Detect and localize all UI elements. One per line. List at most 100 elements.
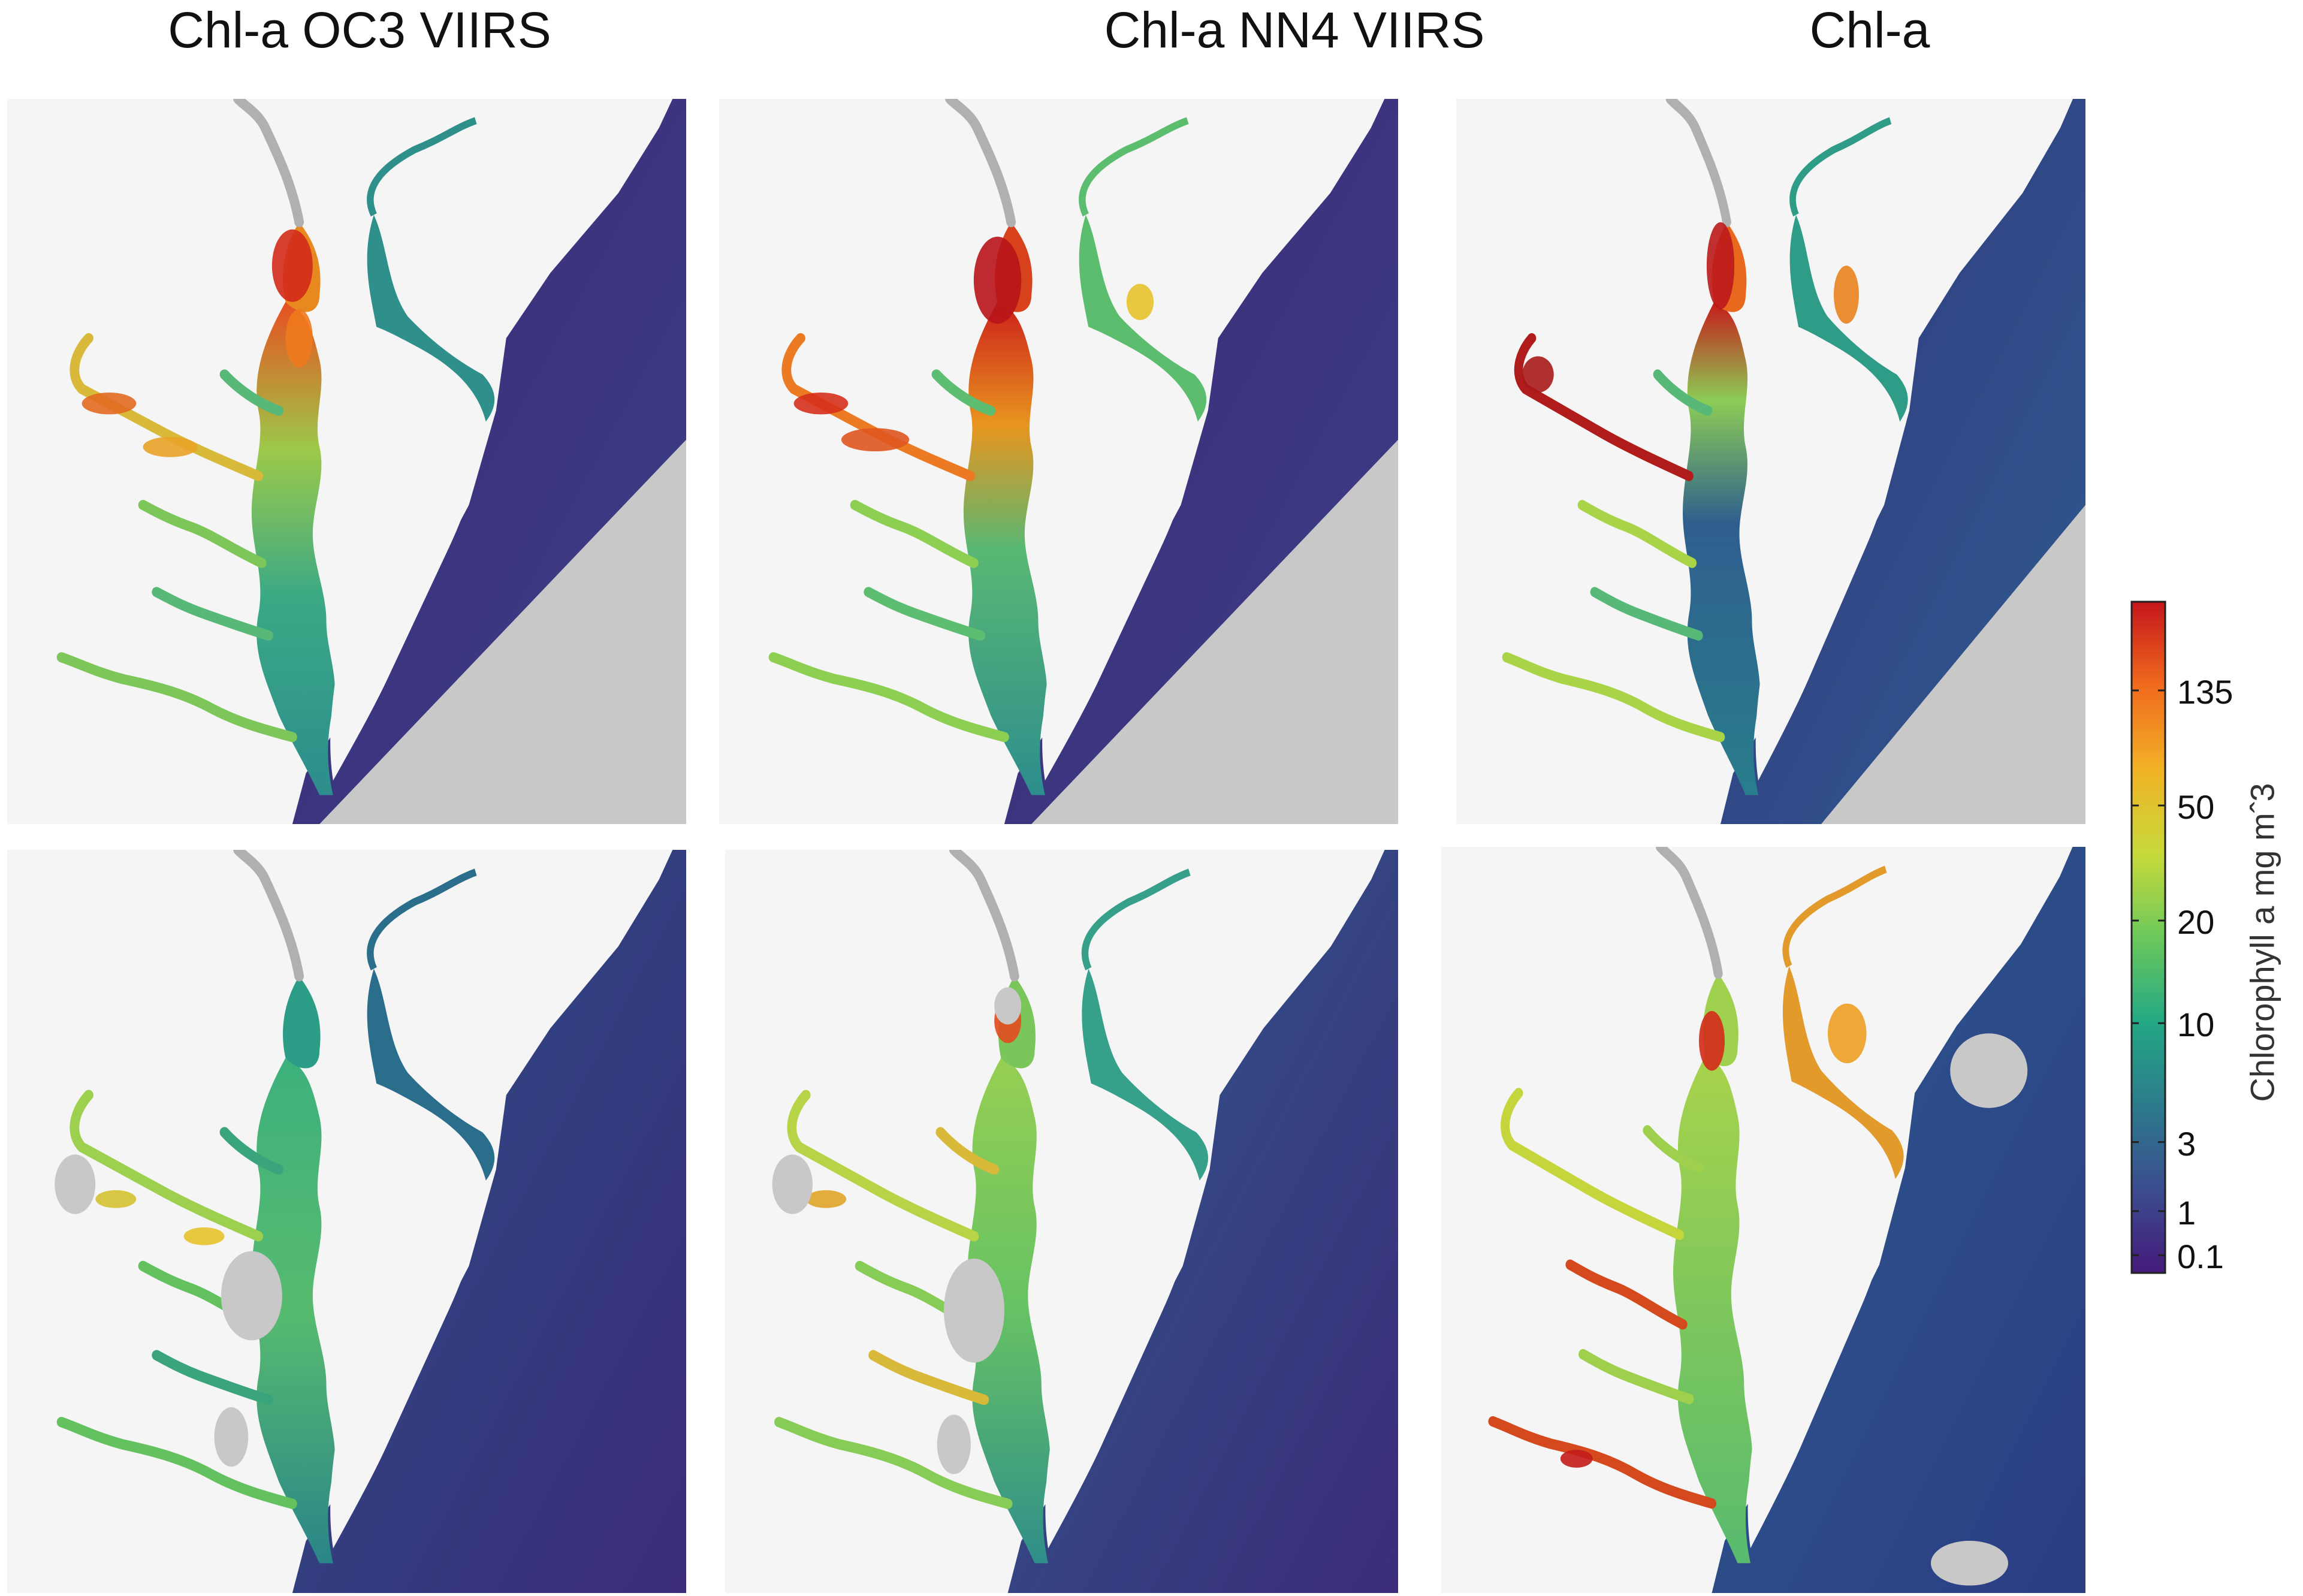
susquehanna-river (945, 99, 1016, 228)
column-title-oc3: Chl-a OC3 VIIRS (168, 2, 551, 58)
map-panel-oc3-bottom (7, 850, 686, 1593)
no-data-patch (1950, 1033, 2028, 1108)
delaware-river (1079, 117, 1189, 217)
colorbar-graphic (2130, 601, 2166, 1274)
colorbar-tick-label: 50 (2177, 788, 2215, 826)
chlorophyll-hotspot (82, 393, 137, 415)
potomac-river (70, 1090, 264, 1242)
delaware-river (1789, 117, 1892, 217)
colorbar-tick-label: 0.1 (2177, 1238, 2224, 1276)
delaware-river (367, 868, 477, 971)
rappahannock-river (1565, 1259, 1688, 1330)
chesapeake-bay (967, 1058, 1051, 1564)
no-data-patch (772, 1154, 813, 1214)
potomac-river (1514, 333, 1694, 481)
chesapeake-bay (251, 1058, 336, 1564)
york-river (864, 587, 986, 641)
rappahannock-river (1577, 500, 1697, 568)
no-data-area (319, 439, 686, 824)
delaware-river (367, 117, 477, 217)
colorbar-tick-label: 3 (2177, 1124, 2196, 1163)
colorbar-label: Chlorophyll a mg mˆ3 (2243, 783, 2281, 1102)
patuxent-river (219, 369, 284, 416)
patuxent-river (935, 1127, 1000, 1175)
chlorophyll-hotspot (1828, 1003, 1867, 1064)
colorbar-tick-label: 20 (2177, 903, 2215, 941)
no-data-patch (937, 1414, 971, 1474)
no-data-patch (943, 1259, 1005, 1363)
delmarva-peninsula (326, 1073, 486, 1549)
chlorophyll-hotspot (183, 1227, 225, 1245)
chesapeake-bay (251, 301, 336, 795)
chlorophyll-hotspot (271, 229, 313, 302)
colorbar-tick-label: 10 (2177, 1006, 2215, 1044)
column-title-chla: Chl-a (1809, 2, 1930, 58)
york-river (1590, 587, 1703, 641)
james-river (774, 1417, 1013, 1509)
chlorophyll-hotspot (143, 436, 198, 457)
delmarva-peninsula (326, 316, 486, 781)
no-data-patch (994, 987, 1022, 1025)
rappahannock-river (138, 500, 267, 568)
york-river (152, 587, 274, 641)
ocean-area (1007, 850, 1398, 1593)
map-panel-insitu-top (1456, 99, 2085, 824)
colorbar-tick-label: 1 (2177, 1193, 2196, 1232)
chlorophyll-hotspot (805, 1190, 847, 1208)
susquehanna-river (949, 850, 1019, 982)
delaware-river (1782, 865, 1887, 968)
map-panel-nn4-bottom (725, 850, 1398, 1593)
delmarva-peninsula (1752, 316, 1900, 781)
colorbar: 135 50 20 10 3 1 0.1 Chlorophyll a mg mˆ3 (2130, 599, 2303, 1295)
susquehanna-river (233, 99, 304, 228)
chlorophyll-hotspot (793, 393, 849, 415)
rappahannock-river (850, 500, 979, 568)
susquehanna-river (233, 850, 304, 982)
chlorophyll-hotspot (1706, 222, 1735, 309)
delmarva-peninsula (1038, 316, 1198, 781)
york-river (152, 1350, 274, 1405)
chlorophyll-hotspot (95, 1190, 137, 1208)
no-data-patch (1931, 1540, 2008, 1586)
chlorophyll-hotspot (1560, 1449, 1593, 1468)
chlorophyll-hotspot (841, 428, 910, 452)
james-river (1488, 1416, 1717, 1509)
map-panel-insitu-bottom (1441, 847, 2085, 1593)
upper-chesapeake (283, 976, 321, 1069)
patuxent-river (931, 369, 996, 416)
patuxent-river (1653, 369, 1713, 416)
no-data-patch (55, 1154, 96, 1214)
chesapeake-bay (1683, 301, 1760, 795)
susquehanna-river (1655, 847, 1723, 979)
potomac-river (1501, 1088, 1685, 1241)
map-panel-nn4-top (719, 99, 1398, 824)
chlorophyll-hotspot (285, 309, 313, 367)
column-title-nn4: Chl-a NN4 VIIRS (1104, 2, 1485, 58)
james-river (768, 652, 1009, 743)
ocean-area (292, 850, 686, 1593)
map-panel-oc3-top (7, 99, 686, 824)
potomac-river (781, 333, 976, 481)
ocean-area (1712, 847, 2085, 1593)
chlorophyll-hotspot (1834, 266, 1859, 324)
delaware-river (1081, 868, 1191, 971)
chlorophyll-hotspot (1699, 1010, 1725, 1071)
patuxent-river (1643, 1125, 1704, 1173)
chesapeake-bay (963, 301, 1048, 795)
no-data-patch (214, 1407, 249, 1467)
colorbar-tick-label: 135 (2177, 673, 2233, 711)
potomac-river (787, 1090, 979, 1242)
patuxent-river (219, 1127, 284, 1175)
no-data-patch (221, 1251, 282, 1341)
york-river (1578, 1348, 1694, 1405)
susquehanna-river (1665, 99, 1731, 228)
james-river (56, 652, 297, 743)
chlorophyll-hotspot (1126, 283, 1154, 321)
james-river (56, 1417, 297, 1509)
chlorophyll-hotspot (973, 236, 1022, 324)
delmarva-peninsula (1744, 1070, 1895, 1549)
delmarva-peninsula (1041, 1073, 1200, 1549)
potomac-river (70, 333, 264, 481)
james-river (1502, 652, 1725, 743)
chlorophyll-hotspot (1522, 356, 1554, 393)
